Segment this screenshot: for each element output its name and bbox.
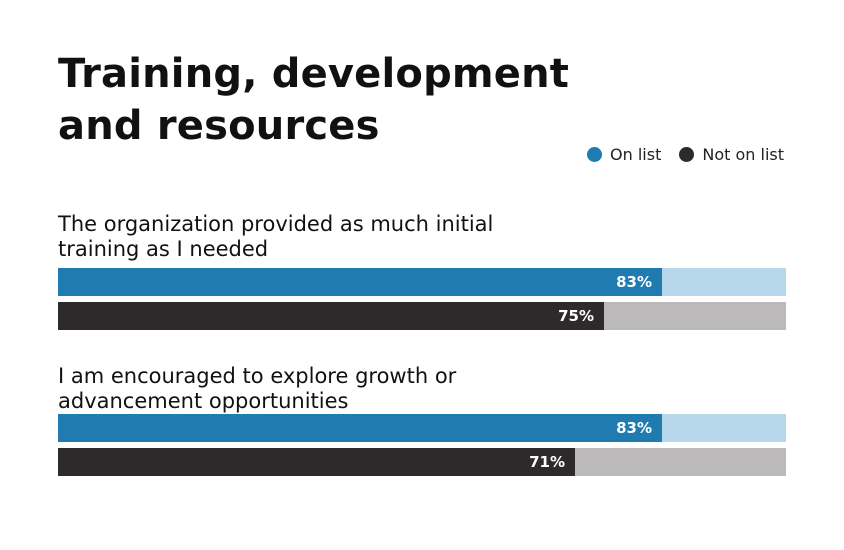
not-on-list-dot-icon (679, 147, 695, 162)
bar-q1-not-on-list (58, 302, 604, 330)
chart-title: Training, development and resources (58, 51, 570, 149)
bar-label-q1-on-list: 83% (616, 273, 652, 291)
on-list-dot-icon (587, 147, 603, 162)
bar-q1-on-list (58, 268, 662, 296)
bar-q2-not-on-list (58, 448, 575, 476)
bar-track-q2-not-on-list: 71% (58, 448, 786, 476)
bar-track-q1-not-on-list: 75% (58, 302, 786, 330)
legend-label-on-list: On list (610, 145, 662, 164)
legend-item-not-on-list: Not on list (679, 145, 784, 164)
bar-track-q1-on-list: 83% (58, 268, 786, 296)
bar-label-q2-not-on-list: 71% (529, 453, 565, 471)
bar-track-q2-on-list: 83% (58, 414, 786, 442)
legend: On list Not on list (569, 145, 784, 164)
legend-label-not-on-list: Not on list (702, 145, 784, 164)
bar-q2-on-list (58, 414, 662, 442)
question-2-label: I am encouraged to explore growth or adv… (58, 364, 457, 413)
question-1-label: The organization provided as much initia… (58, 212, 494, 261)
bar-label-q1-not-on-list: 75% (558, 307, 594, 325)
legend-item-on-list: On list (587, 145, 661, 164)
bar-label-q2-on-list: 83% (616, 419, 652, 437)
